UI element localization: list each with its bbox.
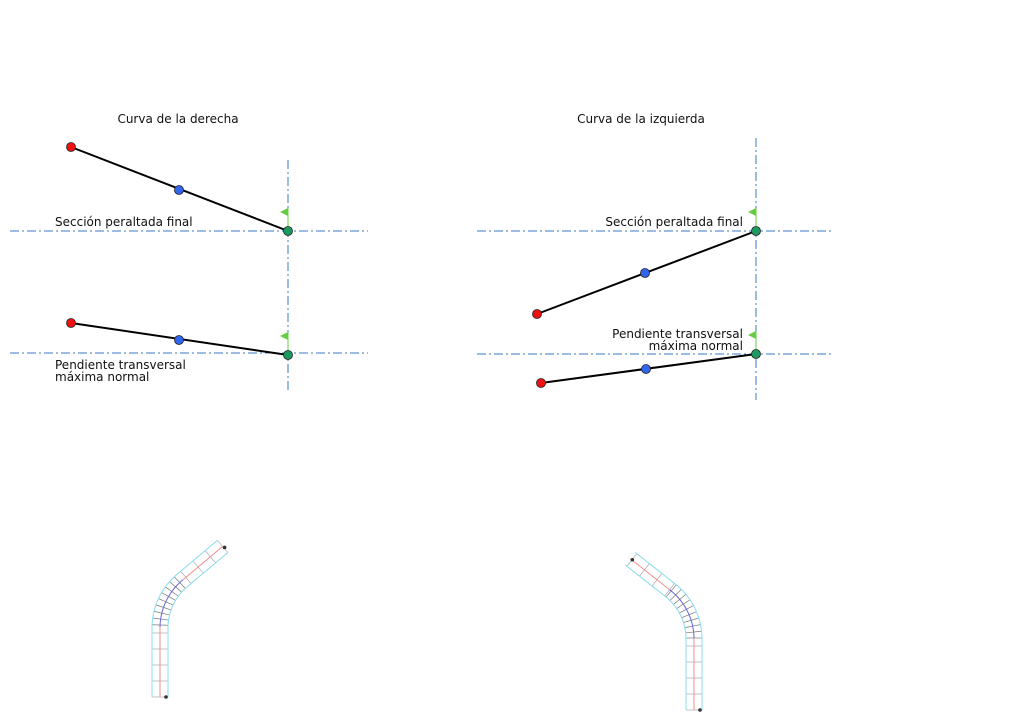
point-end[interactable] bbox=[283, 226, 293, 236]
road-centerline bbox=[159, 579, 184, 628]
point-mid[interactable] bbox=[174, 185, 184, 195]
flag-icon bbox=[748, 208, 757, 228]
point-start[interactable] bbox=[536, 378, 546, 388]
label-final-superelevated-section: Sección peraltada final bbox=[605, 215, 743, 229]
point-end[interactable] bbox=[283, 350, 293, 360]
road-edge bbox=[625, 564, 687, 710]
right-panel-left-curve: Curva de la izquierda Sección peraltada … bbox=[477, 112, 833, 400]
road-centerline bbox=[630, 558, 670, 591]
road-edge bbox=[634, 552, 703, 710]
point-mid[interactable] bbox=[641, 364, 651, 374]
station-marker bbox=[222, 545, 227, 550]
label-max-normal-cross-slope-1: Pendiente transversal bbox=[612, 327, 743, 341]
station-tick bbox=[217, 540, 229, 553]
point-end[interactable] bbox=[751, 226, 761, 236]
flag-icon bbox=[280, 332, 289, 352]
label-final-superelevated-section: Sección peraltada final bbox=[55, 215, 193, 229]
road-centerline bbox=[669, 589, 695, 639]
point-start[interactable] bbox=[532, 309, 542, 319]
label-max-normal-cross-slope-2: máxima normal bbox=[649, 339, 743, 353]
left-panel-right-curve: Curva de la derecha Sección peraltada fi… bbox=[10, 112, 368, 392]
road-edge bbox=[167, 552, 229, 697]
point-mid[interactable] bbox=[640, 268, 650, 278]
station-marker bbox=[164, 695, 168, 699]
label-max-normal-cross-slope-2: máxima normal bbox=[55, 370, 149, 384]
left-panel-title: Curva de la derecha bbox=[117, 112, 238, 126]
point-end[interactable] bbox=[751, 349, 761, 359]
point-start[interactable] bbox=[66, 142, 76, 152]
road-plan-right-curve bbox=[151, 539, 229, 699]
right-panel-title: Curva de la izquierda bbox=[577, 112, 705, 126]
road-edge bbox=[151, 539, 218, 697]
flag-icon bbox=[748, 331, 757, 351]
road-centerline bbox=[182, 546, 223, 581]
point-mid[interactable] bbox=[174, 335, 184, 345]
road-plan-left-curve bbox=[625, 552, 703, 712]
station-marker bbox=[630, 557, 635, 562]
station-marker bbox=[698, 708, 702, 712]
point-start[interactable] bbox=[66, 318, 76, 328]
flag-icon bbox=[280, 208, 289, 228]
label-max-normal-cross-slope-1: Pendiente transversal bbox=[55, 358, 186, 372]
